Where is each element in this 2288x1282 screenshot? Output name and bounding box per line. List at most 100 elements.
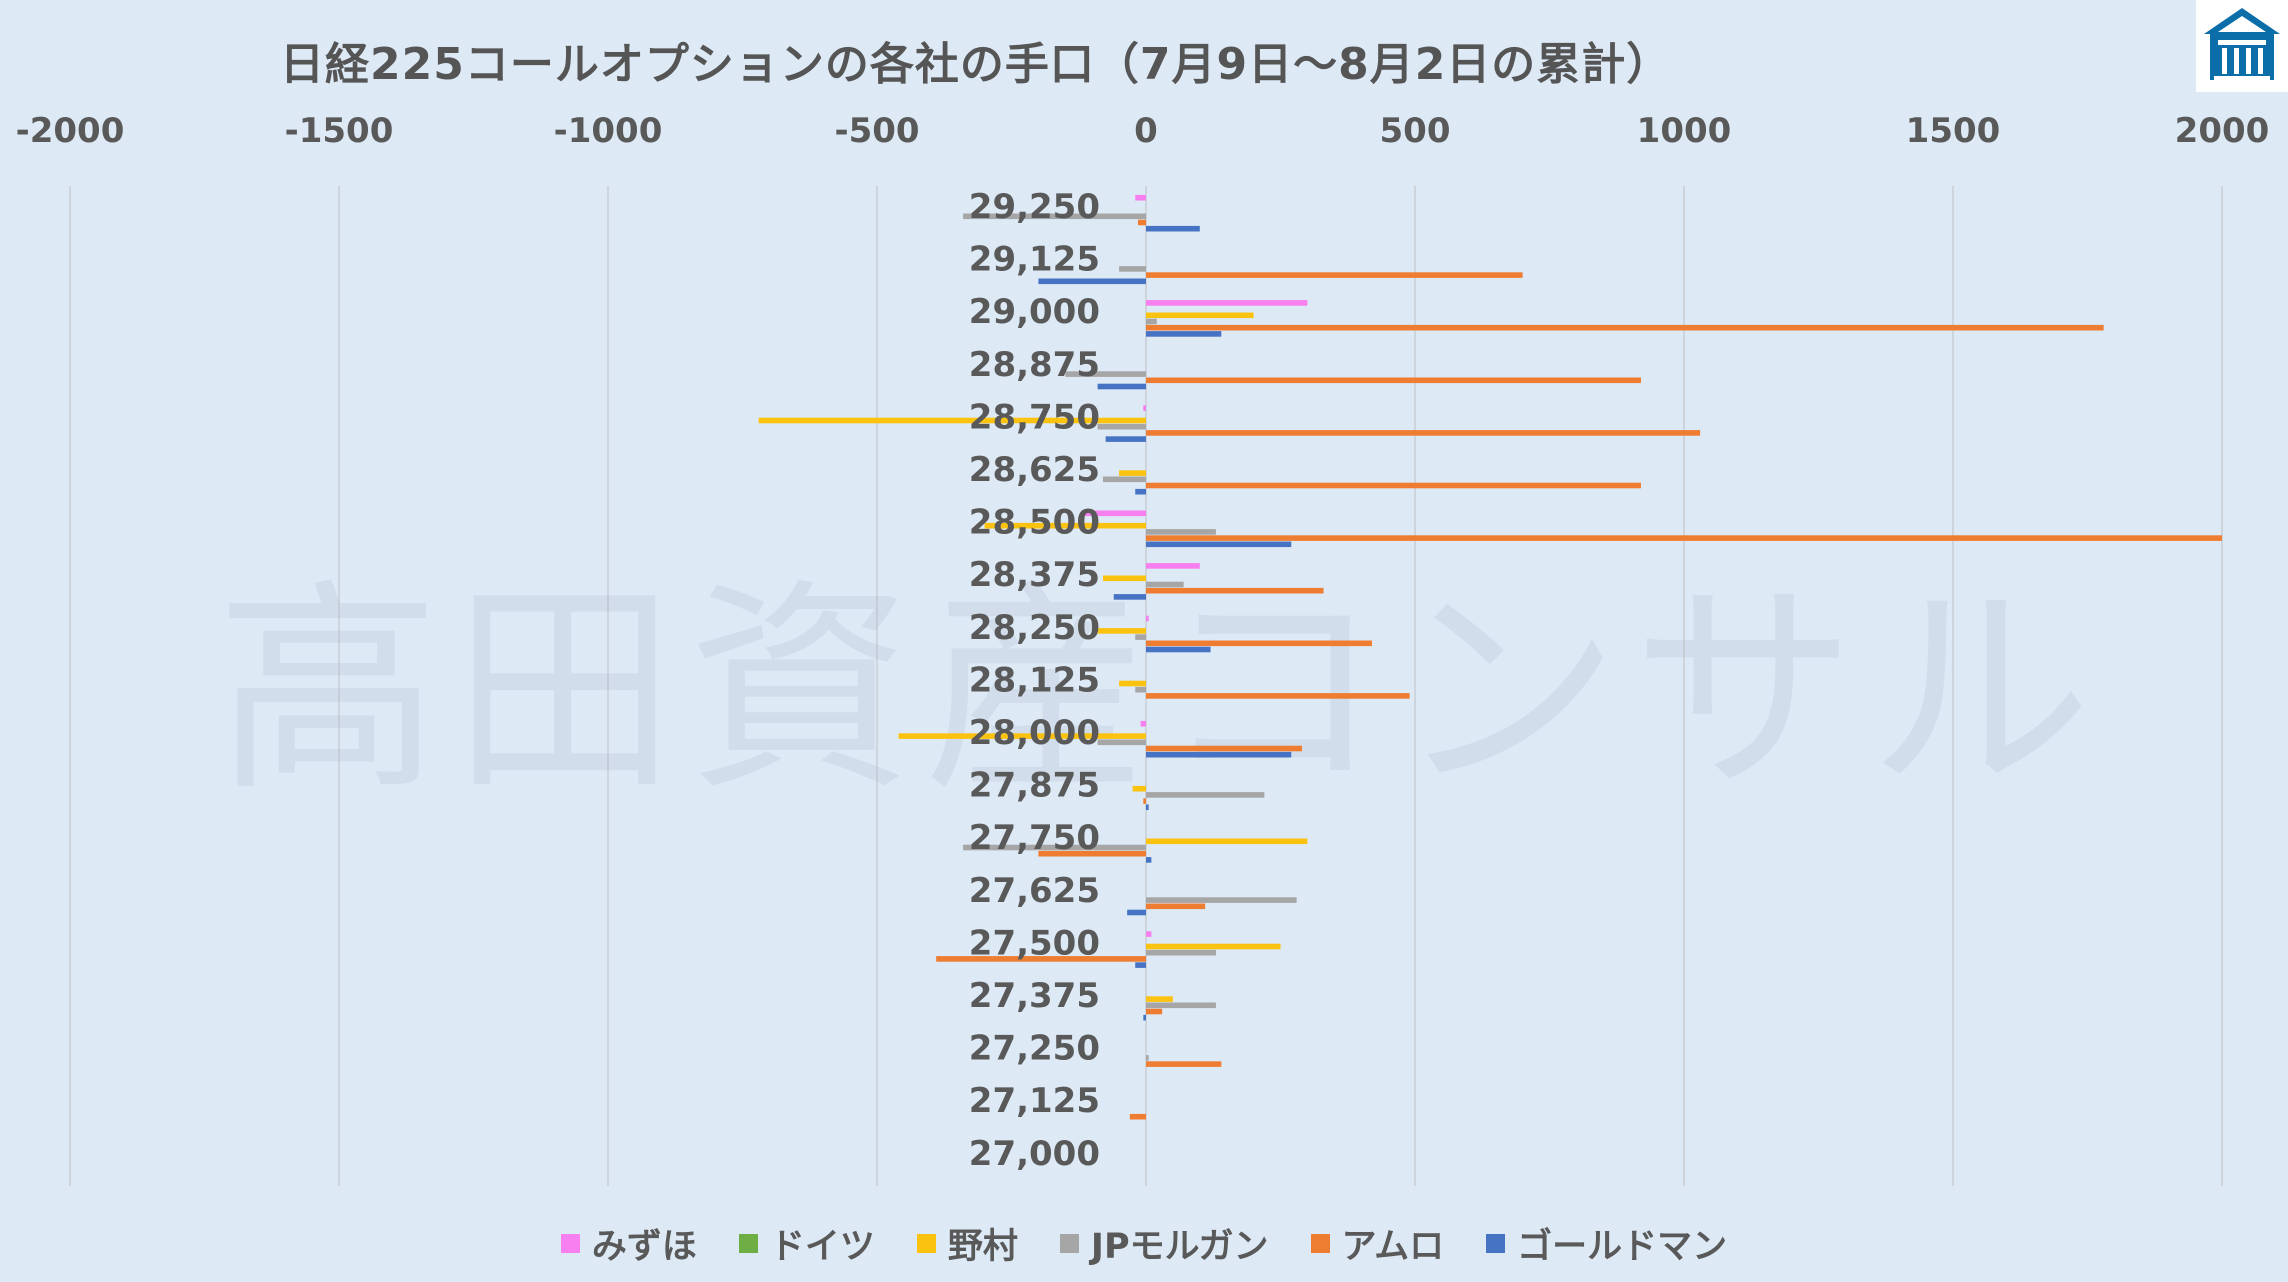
bar-野村-28,250	[1097, 628, 1146, 634]
category-label: 29,250	[969, 187, 1100, 227]
bar-みずほ-28,750	[1143, 405, 1146, 411]
bar-アムロ-27,375	[1146, 1008, 1163, 1015]
bar-JPモルガン-28,875	[1065, 371, 1146, 377]
bar-アムロ-28,125	[1146, 693, 1410, 699]
bar-JPモルガン-27,250	[1146, 1055, 1149, 1061]
legend-swatch	[738, 1234, 758, 1253]
bar-アムロ-27,875	[1143, 798, 1146, 804]
bar-JPモルガン-29,125	[1119, 266, 1146, 272]
bar-アムロ-27,625	[1146, 903, 1206, 910]
category-label: 27,000	[969, 1134, 1100, 1174]
bar-ゴールドマン-28,625	[1135, 488, 1146, 495]
x-tick-label: 1500	[1906, 111, 2001, 151]
category-label: 28,375	[969, 555, 1100, 595]
category-label: 28,500	[969, 503, 1100, 543]
category-label: 28,000	[969, 713, 1100, 753]
bar-ゴールドマン-28,750	[1105, 436, 1146, 442]
category-label: 28,875	[969, 345, 1100, 385]
bar-アムロ-28,500	[1146, 535, 2222, 541]
x-tick-label: 0	[1134, 111, 1158, 151]
bar-ゴールドマン-27,875	[1146, 804, 1149, 811]
bar-JPモルガン-28,250	[1135, 634, 1146, 640]
x-tick-label: -1500	[285, 111, 394, 151]
bar-みずほ-28,500	[1081, 510, 1146, 517]
legend-swatch	[916, 1234, 936, 1253]
bar-JPモルガン-27,625	[1146, 897, 1297, 903]
legend-item: ゴールドマン	[1486, 1218, 1727, 1269]
category-label: 29,000	[969, 292, 1100, 332]
bar-JPモルガン-28,000	[1097, 739, 1146, 746]
bar-みずほ-29,250	[1135, 194, 1146, 201]
legend-swatch	[560, 1234, 580, 1253]
bar-ゴールドマン-29,250	[1146, 225, 1200, 232]
category-label: 27,125	[969, 1081, 1100, 1121]
bar-アムロ-27,250	[1146, 1061, 1222, 1067]
bar-みずほ-28,250	[1146, 615, 1149, 622]
bar-JPモルガン-28,500	[1146, 529, 1216, 535]
bar-みずほ-28,000	[1140, 720, 1146, 727]
bar-JPモルガン-28,625	[1102, 476, 1146, 483]
bar-アムロ-28,875	[1146, 377, 1641, 384]
bar-アムロ-29,125	[1146, 272, 1523, 278]
bar-みずほ-28,375	[1146, 563, 1200, 569]
bar-アムロ-27,125	[1129, 1113, 1146, 1120]
watermark-text: 高田資産コンサル	[216, 560, 2104, 821]
logo-icon	[2196, 0, 2288, 92]
bar-アムロ-28,625	[1146, 482, 1641, 489]
bar-野村-28,625	[1119, 470, 1146, 476]
category-label: 28,625	[969, 450, 1100, 490]
legend-label: 野村	[947, 1227, 1018, 1267]
category-label: 28,250	[969, 608, 1100, 648]
legend-label: みずほ	[591, 1227, 697, 1267]
bar-ゴールドマン-27,375	[1143, 1014, 1146, 1021]
bar-JPモルガン-28,750	[1097, 423, 1146, 430]
bar-JPモルガン-27,875	[1146, 792, 1265, 798]
x-tick-label: 500	[1380, 111, 1451, 151]
legend-item: 野村	[916, 1218, 1018, 1269]
bar-野村-28,125	[1119, 680, 1146, 687]
bar-ゴールドマン-27,750	[1146, 857, 1152, 863]
legend-item: JPモルガン	[1059, 1218, 1269, 1269]
x-tick-label: -1000	[554, 111, 663, 151]
legend-swatch	[1059, 1234, 1079, 1253]
legend-swatch	[1310, 1234, 1330, 1253]
bar-ゴールドマン-28,375	[1113, 594, 1146, 600]
category-label: 27,375	[969, 976, 1100, 1016]
bar-野村-27,875	[1132, 785, 1146, 792]
bar-JPモルガン-29,250	[963, 213, 1146, 220]
bar-JPモルガン-28,375	[1146, 581, 1184, 588]
legend-label: JPモルガン	[1090, 1227, 1269, 1267]
category-label: 27,250	[969, 1029, 1100, 1069]
bar-ゴールドマン-28,500	[1146, 541, 1292, 548]
bar-野村-28,500	[984, 522, 1146, 529]
bar-ゴールドマン-29,125	[1038, 278, 1146, 285]
bar-ゴールドマン-29,000	[1146, 331, 1222, 337]
bar-みずほ-27,500	[1146, 931, 1152, 937]
bar-みずほ-29,000	[1146, 300, 1308, 306]
bar-ゴールドマン-28,000	[1146, 751, 1292, 758]
bar-ゴールドマン-28,875	[1097, 383, 1146, 390]
bar-野村-27,375	[1146, 996, 1173, 1002]
chart-legend: みずほ ドイツ 野村 JPモルガン アムロ ゴールドマン	[0, 1218, 2288, 1269]
legend-item: アムロ	[1310, 1218, 1445, 1269]
bar-野村-27,750	[1146, 838, 1308, 845]
legend-item: ドイツ	[738, 1218, 875, 1269]
bar-アムロ-27,750	[1038, 850, 1146, 857]
legend-label: ドイツ	[769, 1227, 875, 1267]
bar-野村-28,750	[758, 417, 1146, 424]
bar-アムロ-28,375	[1146, 587, 1324, 594]
category-label: 28,750	[969, 397, 1100, 437]
bar-JPモルガン-27,750	[963, 844, 1146, 851]
legend-item: みずほ	[560, 1218, 697, 1269]
bar-アムロ-28,000	[1146, 745, 1303, 752]
bar-アムロ-28,750	[1146, 430, 1701, 436]
category-label: 27,500	[969, 923, 1100, 963]
bar-ゴールドマン-27,625	[1127, 909, 1146, 916]
bar-野村-29,000	[1146, 312, 1254, 319]
bar-アムロ-29,250	[1137, 219, 1146, 226]
legend-label: アムロ	[1341, 1227, 1445, 1267]
bar-野村-28,000	[898, 733, 1146, 739]
bar-ゴールドマン-27,500	[1135, 962, 1146, 968]
category-label: 29,125	[969, 240, 1100, 280]
